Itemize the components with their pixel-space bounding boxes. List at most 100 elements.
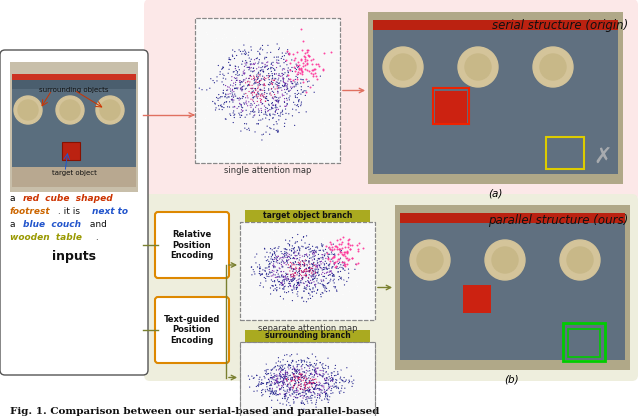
Point bbox=[291, 299, 301, 306]
Point bbox=[288, 22, 298, 29]
Point bbox=[307, 261, 317, 268]
Point bbox=[317, 129, 328, 136]
Point bbox=[333, 384, 343, 391]
Point bbox=[289, 364, 299, 371]
Point bbox=[271, 371, 282, 378]
FancyBboxPatch shape bbox=[240, 342, 375, 416]
Point bbox=[280, 280, 290, 287]
Point bbox=[255, 94, 265, 100]
Point bbox=[266, 367, 276, 374]
Point bbox=[275, 280, 285, 286]
Point bbox=[290, 270, 300, 277]
Point bbox=[316, 293, 326, 300]
Point bbox=[299, 389, 309, 396]
Point bbox=[337, 382, 347, 389]
Point bbox=[319, 262, 330, 268]
Point bbox=[283, 253, 293, 260]
Point bbox=[336, 276, 346, 282]
Point bbox=[269, 388, 280, 394]
Point bbox=[303, 386, 313, 393]
Point bbox=[239, 47, 250, 53]
Point bbox=[353, 246, 363, 253]
Point bbox=[318, 235, 328, 241]
Point bbox=[292, 270, 303, 276]
Point bbox=[297, 371, 307, 378]
Point bbox=[259, 64, 269, 71]
Point bbox=[225, 82, 236, 88]
Point bbox=[284, 69, 294, 76]
Point bbox=[236, 78, 246, 85]
Point bbox=[269, 84, 279, 90]
Point bbox=[296, 237, 307, 243]
Point bbox=[287, 352, 297, 358]
Point bbox=[292, 231, 303, 238]
Point bbox=[311, 404, 321, 411]
Point bbox=[287, 287, 298, 294]
Point bbox=[262, 270, 272, 277]
Point bbox=[255, 297, 265, 303]
Point bbox=[329, 381, 339, 387]
Point bbox=[271, 282, 281, 289]
Point bbox=[270, 264, 280, 270]
Point bbox=[312, 266, 322, 272]
Point bbox=[292, 285, 302, 291]
FancyBboxPatch shape bbox=[12, 74, 136, 89]
Point bbox=[299, 267, 309, 274]
Point bbox=[289, 245, 299, 252]
Point bbox=[282, 85, 292, 92]
Point bbox=[239, 50, 250, 57]
Circle shape bbox=[383, 47, 423, 87]
Point bbox=[269, 389, 279, 396]
Point bbox=[295, 279, 305, 285]
Point bbox=[314, 371, 324, 377]
Point bbox=[234, 77, 244, 84]
Point bbox=[266, 372, 276, 379]
Point bbox=[299, 288, 309, 295]
Point bbox=[309, 262, 319, 269]
Point bbox=[340, 249, 351, 255]
Point bbox=[258, 67, 268, 73]
Point bbox=[308, 379, 319, 386]
Point bbox=[333, 251, 343, 258]
Point bbox=[292, 247, 303, 254]
Point bbox=[273, 88, 283, 95]
Point bbox=[347, 242, 357, 248]
Point bbox=[205, 75, 216, 82]
Point bbox=[230, 65, 241, 72]
FancyBboxPatch shape bbox=[144, 194, 638, 381]
Point bbox=[297, 243, 307, 250]
Point bbox=[306, 371, 316, 378]
Point bbox=[250, 129, 260, 135]
Point bbox=[275, 293, 285, 300]
Point bbox=[282, 383, 292, 389]
Point bbox=[307, 351, 317, 357]
Text: Relative
Position
Encoding: Relative Position Encoding bbox=[170, 230, 214, 260]
Point bbox=[287, 84, 298, 91]
Point bbox=[294, 97, 304, 104]
Point bbox=[293, 293, 303, 300]
Point bbox=[323, 255, 333, 262]
Point bbox=[264, 65, 274, 72]
Point bbox=[208, 77, 218, 84]
Point bbox=[275, 113, 285, 119]
Point bbox=[278, 281, 288, 287]
Point bbox=[330, 259, 340, 266]
FancyBboxPatch shape bbox=[400, 213, 625, 223]
Point bbox=[280, 69, 290, 76]
Point bbox=[210, 75, 220, 82]
Point bbox=[241, 90, 251, 97]
Point bbox=[321, 387, 332, 394]
Point bbox=[280, 123, 290, 130]
Point bbox=[229, 114, 239, 121]
Point bbox=[268, 75, 278, 82]
Point bbox=[238, 78, 248, 85]
Point bbox=[218, 89, 228, 96]
Point bbox=[240, 77, 250, 83]
Point bbox=[345, 249, 355, 255]
Point bbox=[301, 109, 311, 115]
Point bbox=[310, 385, 320, 392]
Point bbox=[289, 122, 300, 129]
Point bbox=[312, 263, 323, 270]
Point bbox=[269, 254, 280, 261]
Point bbox=[287, 265, 297, 271]
